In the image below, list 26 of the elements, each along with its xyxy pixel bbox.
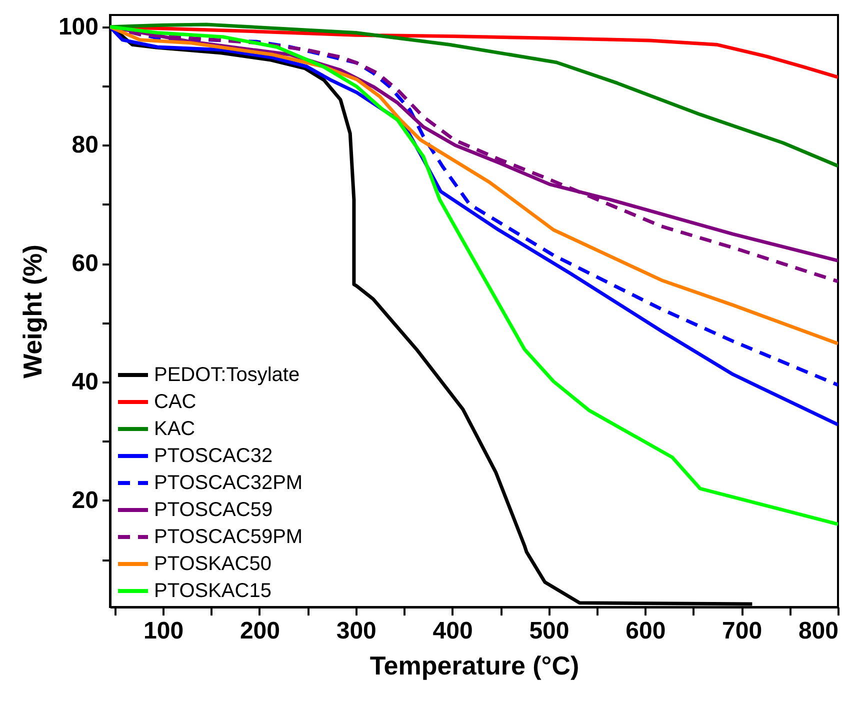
legend-label: PTOSCAC59PM: [154, 526, 303, 548]
line-series: [110, 22, 838, 168]
x-tick-label: 800: [798, 618, 838, 644]
legend-label: PEDOT:Tosylate: [154, 364, 300, 386]
y-tick-label: 80: [72, 132, 98, 159]
y-tick-label: 100: [58, 13, 98, 40]
legend-label: PTOSCAC59: [154, 499, 273, 521]
legend-label: CAC: [154, 391, 196, 413]
y-axis-title: Weight (%): [17, 244, 48, 378]
x-tick-label: 700: [722, 618, 762, 644]
line-series: [110, 25, 838, 526]
x-tick-label: 200: [240, 618, 280, 644]
x-tick-label: 100: [144, 618, 184, 644]
x-tick-label: 500: [529, 618, 570, 644]
legend-label: PTOSKAC50: [154, 553, 272, 575]
legend-label: PTOSCAC32PM: [154, 472, 303, 494]
legend-label: PTOSCAC32: [154, 445, 273, 467]
legend-label: PTOSKAC15: [154, 580, 272, 602]
x-tick-label: 400: [432, 618, 473, 644]
legend-label: KAC: [154, 418, 196, 440]
x-tick-label: 300: [336, 618, 376, 644]
x-tick-label: 600: [626, 618, 666, 644]
x-axis-title: Temperature (°C): [370, 650, 580, 680]
y-tick-label: 40: [72, 368, 98, 396]
y-tick-label: 20: [72, 486, 98, 514]
y-tick-label: 60: [72, 250, 98, 278]
